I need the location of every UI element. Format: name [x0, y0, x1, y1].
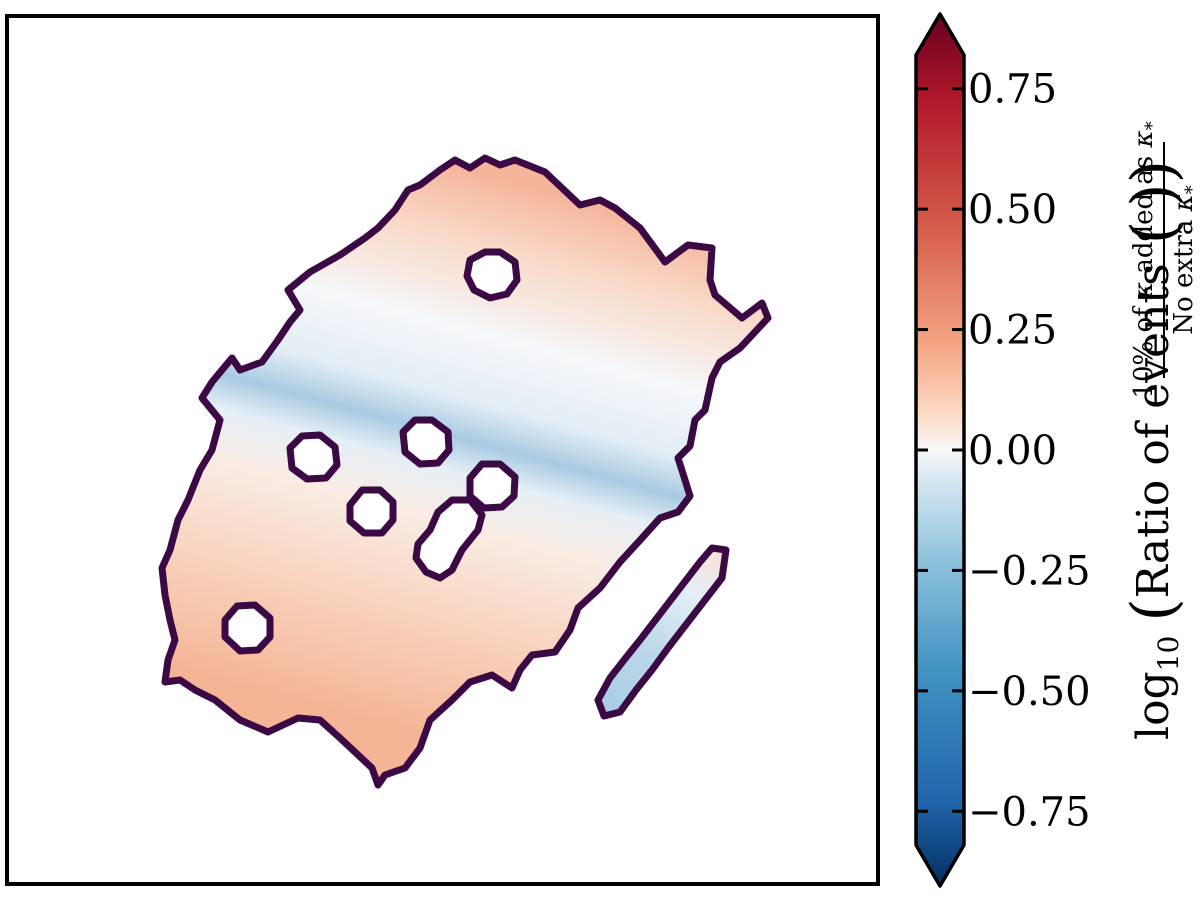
- colorbar-label-prefix-sub: 10: [1152, 636, 1185, 672]
- island-region: [594, 544, 730, 720]
- colorbar-body: [914, 12, 966, 888]
- colorbar-tick-label: −0.75: [968, 789, 1091, 835]
- main-region: [158, 154, 772, 789]
- svg-text:10% of κ added as κ*: 10% of κ added as κ*: [1129, 121, 1163, 398]
- colorbar-tick-label: −0.25: [968, 548, 1091, 594]
- colorbar-label-numerator-kappa-star: κ: [1129, 130, 1159, 148]
- colorbar-label-denominator-kappa: κ: [1169, 194, 1199, 212]
- plot-area: [5, 14, 880, 886]
- colorbar-label-denominator-a: No extra: [1169, 211, 1199, 334]
- colorbar-label-prefix: log: [1128, 671, 1179, 740]
- colorbar-label-numerator-star: *: [1142, 121, 1163, 130]
- colorbar-label-denominator-star: *: [1182, 185, 1200, 194]
- colorbar-label-numerator-b: added as: [1129, 147, 1159, 281]
- colorbar-tick-label: 0.75: [968, 67, 1057, 113]
- svg-text:log10 (Ratio of events (: log10 (Ratio of events ( )): [1119, 160, 1189, 740]
- colorbar-tick-label: 0.25: [968, 308, 1057, 354]
- colorbar-label-numerator-a: 10% of: [1129, 299, 1159, 399]
- colorbar-label: log10 (Ratio of events ( )) 10% of κ add…: [1119, 121, 1200, 740]
- svg-text:No extra κ*: No extra κ*: [1169, 185, 1200, 334]
- colorbar-ticks: 0.75 0.50 0.25 0.00 −0.25 −0.50 −0.75: [916, 67, 1091, 835]
- heatmap-region: [158, 154, 772, 789]
- colorbar-tick-label: 0.50: [968, 187, 1057, 233]
- colorbar-tick-label: 0.00: [968, 428, 1057, 474]
- colorbar-label-main: Ratio of events: [1128, 263, 1179, 598]
- colorbar: 0.75 0.50 0.25 0.00 −0.25 −0.50 −0.75: [914, 12, 1091, 888]
- colorbar-tick-label: −0.50: [968, 669, 1091, 715]
- colorbar-label-numerator-kappa: κ: [1129, 282, 1159, 300]
